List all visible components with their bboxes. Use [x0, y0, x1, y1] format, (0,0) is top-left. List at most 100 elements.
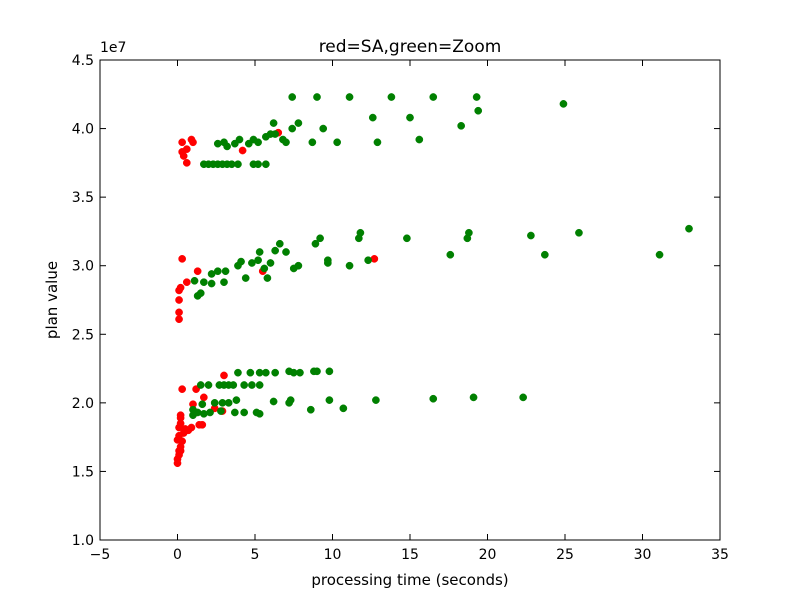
data-point	[200, 278, 208, 287]
data-point	[234, 160, 242, 169]
data-point	[345, 261, 354, 270]
data-point	[308, 138, 317, 147]
data-point	[472, 93, 481, 101]
data-point	[193, 292, 202, 300]
data-point	[269, 119, 278, 127]
data-point	[541, 250, 549, 259]
data-point	[248, 259, 256, 267]
data-point	[229, 381, 238, 389]
data-point	[235, 135, 244, 144]
data-point	[559, 100, 568, 108]
data-point	[429, 394, 438, 403]
data-point	[213, 139, 222, 148]
data-point	[282, 248, 290, 256]
data-point	[175, 296, 183, 304]
data-point	[176, 283, 185, 292]
data-point	[178, 138, 186, 147]
data-point	[519, 393, 528, 402]
data-point	[207, 279, 216, 288]
data-point	[339, 404, 348, 413]
data-point	[269, 397, 278, 406]
data-point	[262, 160, 270, 169]
data-point	[178, 385, 186, 393]
data-point	[231, 408, 239, 417]
data-point	[182, 159, 191, 167]
data-point	[206, 408, 214, 417]
y-tick-label: 3.0	[72, 259, 94, 275]
data-point	[220, 138, 228, 147]
data-point	[200, 409, 208, 418]
data-point	[325, 367, 334, 376]
data-point	[364, 256, 372, 265]
data-point	[288, 124, 297, 133]
data-point	[527, 231, 535, 240]
data-point	[370, 255, 379, 263]
data-point	[248, 381, 256, 389]
chart-title: red=SA,green=Zoom	[319, 37, 502, 57]
y-tick-label: 4.5	[72, 53, 94, 69]
data-point	[232, 396, 241, 404]
data-point	[218, 399, 227, 407]
data-point	[234, 368, 242, 377]
data-point	[685, 224, 693, 233]
data-point	[345, 93, 354, 101]
data-point	[282, 138, 290, 147]
data-point	[368, 113, 377, 122]
data-point	[319, 124, 328, 133]
data-point	[288, 93, 297, 101]
data-point	[415, 135, 424, 144]
data-point	[254, 138, 262, 147]
data-point	[175, 308, 183, 317]
data-point	[306, 405, 315, 414]
data-point	[198, 420, 207, 429]
y-axis-offset-label: 1e7	[100, 40, 126, 56]
x-tick-label: 15	[401, 547, 419, 563]
data-point	[463, 234, 472, 243]
plot-points	[173, 93, 693, 468]
data-point	[655, 250, 664, 259]
data-point	[275, 239, 284, 248]
x-tick-label: 10	[324, 547, 342, 563]
x-tick-label: −5	[90, 547, 111, 563]
x-tick-label: 0	[173, 547, 182, 563]
x-axis-title: processing time (seconds)	[311, 571, 508, 589]
data-point	[294, 119, 303, 127]
data-point	[221, 267, 230, 276]
data-point	[429, 93, 438, 101]
data-point	[220, 371, 228, 380]
tick-layer: −5 0 5 10 15 20 25 30 35 1.0 1.5 2.0 2.5 3.0 3.5 4.0 4.5	[72, 53, 729, 563]
y-tick-label: 4.0	[72, 122, 94, 138]
data-point	[179, 152, 188, 160]
data-point	[406, 113, 414, 122]
data-point	[190, 276, 199, 285]
data-point	[313, 93, 321, 101]
y-axis-title: plan value	[43, 261, 61, 339]
data-point	[260, 264, 269, 273]
data-point	[182, 145, 191, 153]
data-point	[271, 246, 279, 255]
plot-area-frame	[99, 59, 721, 541]
data-point	[255, 248, 264, 256]
x-tick-label: 25	[556, 547, 574, 563]
data-point	[373, 138, 382, 147]
data-point	[255, 409, 264, 418]
data-point	[204, 381, 213, 389]
data-point	[176, 411, 185, 420]
data-point	[289, 264, 298, 273]
data-point	[178, 255, 186, 263]
data-point	[200, 393, 208, 402]
data-point	[238, 146, 247, 155]
x-tick-label: 35	[711, 547, 729, 563]
data-point	[403, 234, 411, 243]
data-point	[196, 381, 205, 389]
y-tick-label: 1.5	[72, 464, 94, 480]
data-point	[457, 121, 465, 130]
data-point	[254, 160, 262, 169]
data-point	[575, 228, 583, 237]
data-point	[246, 368, 255, 377]
data-point	[189, 138, 197, 147]
x-tick-label: 20	[479, 547, 497, 563]
x-tick-label: 30	[634, 547, 652, 563]
data-point	[325, 396, 334, 404]
